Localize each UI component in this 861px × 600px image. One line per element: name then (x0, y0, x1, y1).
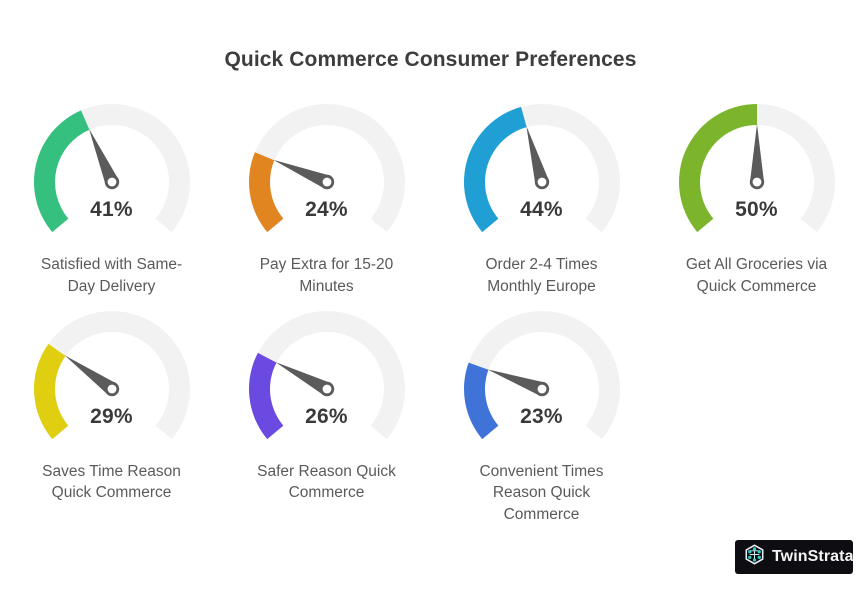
gauge-card: 50% Get All Groceries via Quick Commerce (649, 90, 861, 297)
gauge-category-label: Saves Time Reason Quick Commerce (42, 462, 181, 502)
page-title: Quick Commerce Consumer Preferences (224, 48, 637, 71)
gauge-value-arc (463, 107, 527, 233)
gauge-dial: 26% (237, 297, 417, 447)
gauge-card: 23% Convenient Times Reason Quick Commerce (434, 297, 649, 525)
gauge-value-label: 24% (305, 198, 348, 222)
gauge-value-label: 50% (735, 198, 778, 222)
gauge-needle (64, 355, 119, 397)
gauge-value-arc (33, 110, 89, 233)
gauge-category-label: Get All Groceries via Quick Commerce (685, 256, 828, 295)
gauge-dial: 44% (452, 90, 632, 240)
gauge-category-label: Safer Reason Quick Commerce (257, 462, 396, 502)
gauge-value-label: 26% (305, 404, 348, 428)
gauge-card: 29% Saves Time Reason Quick Commerce (4, 297, 219, 525)
gauge-value-label: 41% (90, 198, 133, 222)
gauge-dial: 29% (22, 297, 202, 447)
gauge-track (248, 104, 405, 233)
gauge-card: 44% Order 2-4 Times Monthly Europe (434, 90, 649, 297)
gauge-value-arc (33, 343, 68, 440)
gauge-needle (749, 124, 764, 190)
gauge-card: 26% Safer Reason Quick Commerce (219, 297, 434, 525)
gauge-needle (88, 128, 119, 190)
gauge-needle (486, 369, 549, 397)
gauge-category-label: Pay Extra for 15-20 Minutes (259, 256, 394, 295)
gauge-grid: 41% Satisfied with Same- Day Delivery 24% Pa… (0, 90, 861, 525)
watermark-brand: TwinStrata (772, 548, 854, 565)
gauge-dial: 23% (452, 297, 632, 447)
gauge-track (33, 310, 190, 440)
gauge-needle (272, 160, 334, 190)
gauge-card: 24% Pay Extra for 15-20 Minutes (219, 90, 434, 297)
gauge-needle (275, 362, 334, 397)
gauge-value-label: 23% (520, 404, 563, 428)
gauge-value-arc (463, 362, 498, 440)
gauge-value-arc (678, 104, 757, 233)
gauge-needle (525, 126, 549, 190)
gauge-category-label: Order 2-4 Times Monthly Europe (485, 256, 598, 295)
gauge-value-arc (248, 352, 283, 440)
gauge-value-arc (248, 152, 283, 233)
gauge-dial: 50% (667, 90, 847, 240)
gauge-track (463, 310, 620, 440)
gauge-dial: 24% (237, 90, 417, 240)
gauge-card: 41% Satisfied with Same- Day Delivery (4, 90, 219, 297)
gauge-dial: 41% (22, 90, 202, 240)
gauge-track (248, 310, 405, 440)
gauge-category-label: Satisfied with Same- Day Delivery (40, 256, 183, 295)
gauge-category-label: Convenient Times Reason Quick Commerce (479, 462, 604, 523)
gauge-value-label: 29% (90, 404, 133, 428)
network-hexagon-icon (744, 544, 765, 570)
gauge-value-label: 44% (520, 198, 563, 222)
watermark-badge: TwinStrata (735, 540, 854, 574)
